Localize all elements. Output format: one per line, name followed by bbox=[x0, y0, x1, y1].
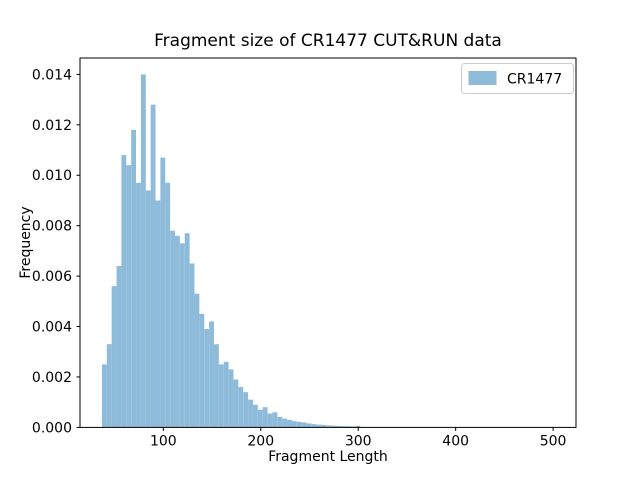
histogram-bar bbox=[213, 344, 219, 428]
y-tick-label: 0.002 bbox=[32, 370, 72, 386]
histogram-bar bbox=[106, 344, 112, 428]
histogram-bar bbox=[140, 74, 146, 428]
histogram-bar bbox=[150, 104, 156, 428]
y-tick-label: 0.014 bbox=[32, 67, 72, 83]
histogram-bar bbox=[184, 233, 190, 428]
histogram-bars bbox=[101, 74, 366, 428]
histogram-bar bbox=[272, 412, 278, 428]
axis-ticks: 100 200 300 400 500 0.000 0.002 0.004 0.006 0.008… bbox=[32, 67, 567, 449]
histogram-bar bbox=[306, 423, 312, 428]
legend: CR1477 bbox=[461, 63, 574, 94]
y-axis-label: Frequency bbox=[18, 206, 34, 278]
histogram-bar bbox=[111, 286, 117, 428]
histogram-bar bbox=[131, 129, 137, 428]
histogram-bar bbox=[155, 200, 161, 428]
histogram-bar bbox=[179, 243, 185, 428]
histogram-bar bbox=[277, 416, 283, 428]
histogram-bar bbox=[101, 364, 107, 428]
histogram-bar bbox=[116, 266, 122, 428]
histogram-bar bbox=[291, 421, 297, 428]
histogram-bar bbox=[199, 313, 205, 428]
histogram-bar bbox=[170, 230, 176, 428]
histogram-bar bbox=[330, 425, 336, 428]
y-tick-label: 0.010 bbox=[32, 168, 72, 184]
histogram-bar bbox=[126, 165, 132, 428]
histogram-bar bbox=[136, 182, 141, 428]
plot-area-border bbox=[79, 57, 577, 428]
x-tick-label: 300 bbox=[345, 433, 372, 449]
histogram-bar bbox=[316, 424, 322, 428]
y-tick-label: 0.004 bbox=[32, 320, 72, 336]
histogram-bar bbox=[282, 418, 288, 428]
histogram-bar bbox=[243, 392, 249, 428]
histogram-bar bbox=[204, 329, 210, 428]
histogram-bar bbox=[175, 235, 180, 428]
histogram-bar bbox=[160, 157, 166, 428]
histogram-bar bbox=[301, 422, 307, 428]
histogram-bar bbox=[145, 190, 151, 428]
histogram-bar bbox=[194, 293, 200, 428]
histogram-bar bbox=[321, 424, 327, 428]
histogram-bar bbox=[233, 379, 239, 428]
histogram-bar bbox=[121, 155, 127, 428]
legend-entry-label: CR1477 bbox=[507, 72, 562, 88]
y-tick-label: 0.008 bbox=[32, 219, 72, 235]
histogram-bar bbox=[228, 369, 234, 428]
histogram-bar bbox=[252, 404, 258, 428]
histogram-bar bbox=[335, 425, 341, 428]
histogram-bar bbox=[218, 364, 224, 428]
histogram-bar bbox=[340, 426, 346, 428]
histogram-bar bbox=[355, 425, 361, 428]
histogram-bar bbox=[287, 419, 292, 428]
y-tick-label: 0.006 bbox=[32, 269, 72, 285]
x-axis-label: Fragment Length bbox=[268, 449, 388, 465]
histogram-bar bbox=[248, 399, 253, 428]
histogram-bar bbox=[223, 361, 229, 428]
x-tick-label: 100 bbox=[150, 433, 177, 449]
histogram-bar bbox=[350, 426, 356, 428]
histogram-bar bbox=[296, 421, 302, 428]
histogram-bar bbox=[165, 182, 171, 428]
histogram-bar bbox=[209, 321, 214, 428]
histogram-bar bbox=[267, 413, 273, 428]
legend-swatch bbox=[468, 71, 497, 85]
x-tick-label: 200 bbox=[247, 433, 274, 449]
chart-title: Fragment size of CR1477 CUT&RUN data bbox=[154, 31, 502, 51]
histogram-bar bbox=[257, 409, 263, 428]
histogram-bar bbox=[311, 424, 317, 428]
y-tick-label: 0.012 bbox=[32, 118, 72, 134]
histogram-bar bbox=[262, 407, 268, 428]
x-tick-label: 500 bbox=[540, 433, 567, 449]
histogram-bar bbox=[345, 426, 351, 428]
y-tick-label: 0.000 bbox=[32, 420, 72, 436]
histogram-bar bbox=[189, 263, 195, 428]
x-tick-label: 400 bbox=[442, 433, 469, 449]
histogram-bar bbox=[326, 425, 331, 428]
histogram-bar bbox=[238, 387, 244, 428]
